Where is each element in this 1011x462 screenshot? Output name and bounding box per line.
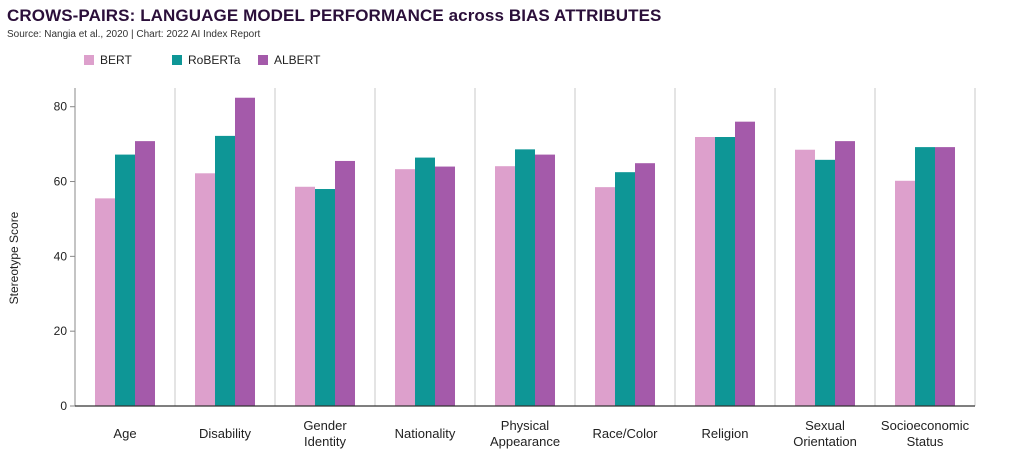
bar-bert-3: [395, 169, 415, 406]
bar-bert-8: [895, 181, 915, 406]
x-tick-label: Race/Color: [592, 426, 658, 441]
x-tick-label: Disability: [199, 426, 252, 441]
bar-bert-1: [195, 173, 215, 406]
bar-bert-4: [495, 166, 515, 406]
x-tick-label: Gender Identity: [303, 418, 347, 449]
x-tick-label: Religion: [702, 426, 749, 441]
x-tick-label: Sexual Orientation: [793, 418, 857, 449]
bar-bert-7: [795, 150, 815, 406]
y-tick-label: 80: [54, 100, 68, 114]
y-tick-label: 40: [54, 249, 68, 263]
bar-bert-5: [595, 187, 615, 406]
bar-albert-6: [735, 122, 755, 406]
bar-albert-5: [635, 163, 655, 406]
bar-albert-2: [335, 161, 355, 406]
bar-chart: 0 20 40 60 80 Age Disability Gender Identity Nati…: [0, 0, 1011, 462]
bar-bert-6: [695, 137, 715, 406]
chart-bars: [95, 98, 955, 406]
y-tick-label: 0: [60, 399, 67, 413]
x-tick-label: Socioeconomic Status: [881, 418, 970, 449]
bar-roberta-3: [415, 158, 435, 406]
bar-bert-2: [295, 187, 315, 406]
bar-albert-1: [235, 98, 255, 406]
x-tick-label: Age: [113, 426, 136, 441]
x-tick-label: Physical Appearance: [490, 418, 560, 449]
bar-roberta-0: [115, 155, 135, 406]
bar-roberta-8: [915, 147, 935, 406]
bar-albert-7: [835, 141, 855, 406]
bar-roberta-7: [815, 160, 835, 406]
bar-roberta-6: [715, 137, 735, 406]
bar-roberta-5: [615, 172, 635, 406]
bar-roberta-4: [515, 149, 535, 406]
y-tick-label: 20: [54, 324, 68, 338]
bar-roberta-2: [315, 189, 335, 406]
y-tick-label: 60: [54, 175, 68, 189]
bar-albert-0: [135, 141, 155, 406]
bar-roberta-1: [215, 136, 235, 406]
bar-albert-4: [535, 155, 555, 406]
x-tick-label: Nationality: [395, 426, 456, 441]
bar-albert-3: [435, 167, 455, 406]
bar-bert-0: [95, 198, 115, 406]
bar-albert-8: [935, 147, 955, 406]
